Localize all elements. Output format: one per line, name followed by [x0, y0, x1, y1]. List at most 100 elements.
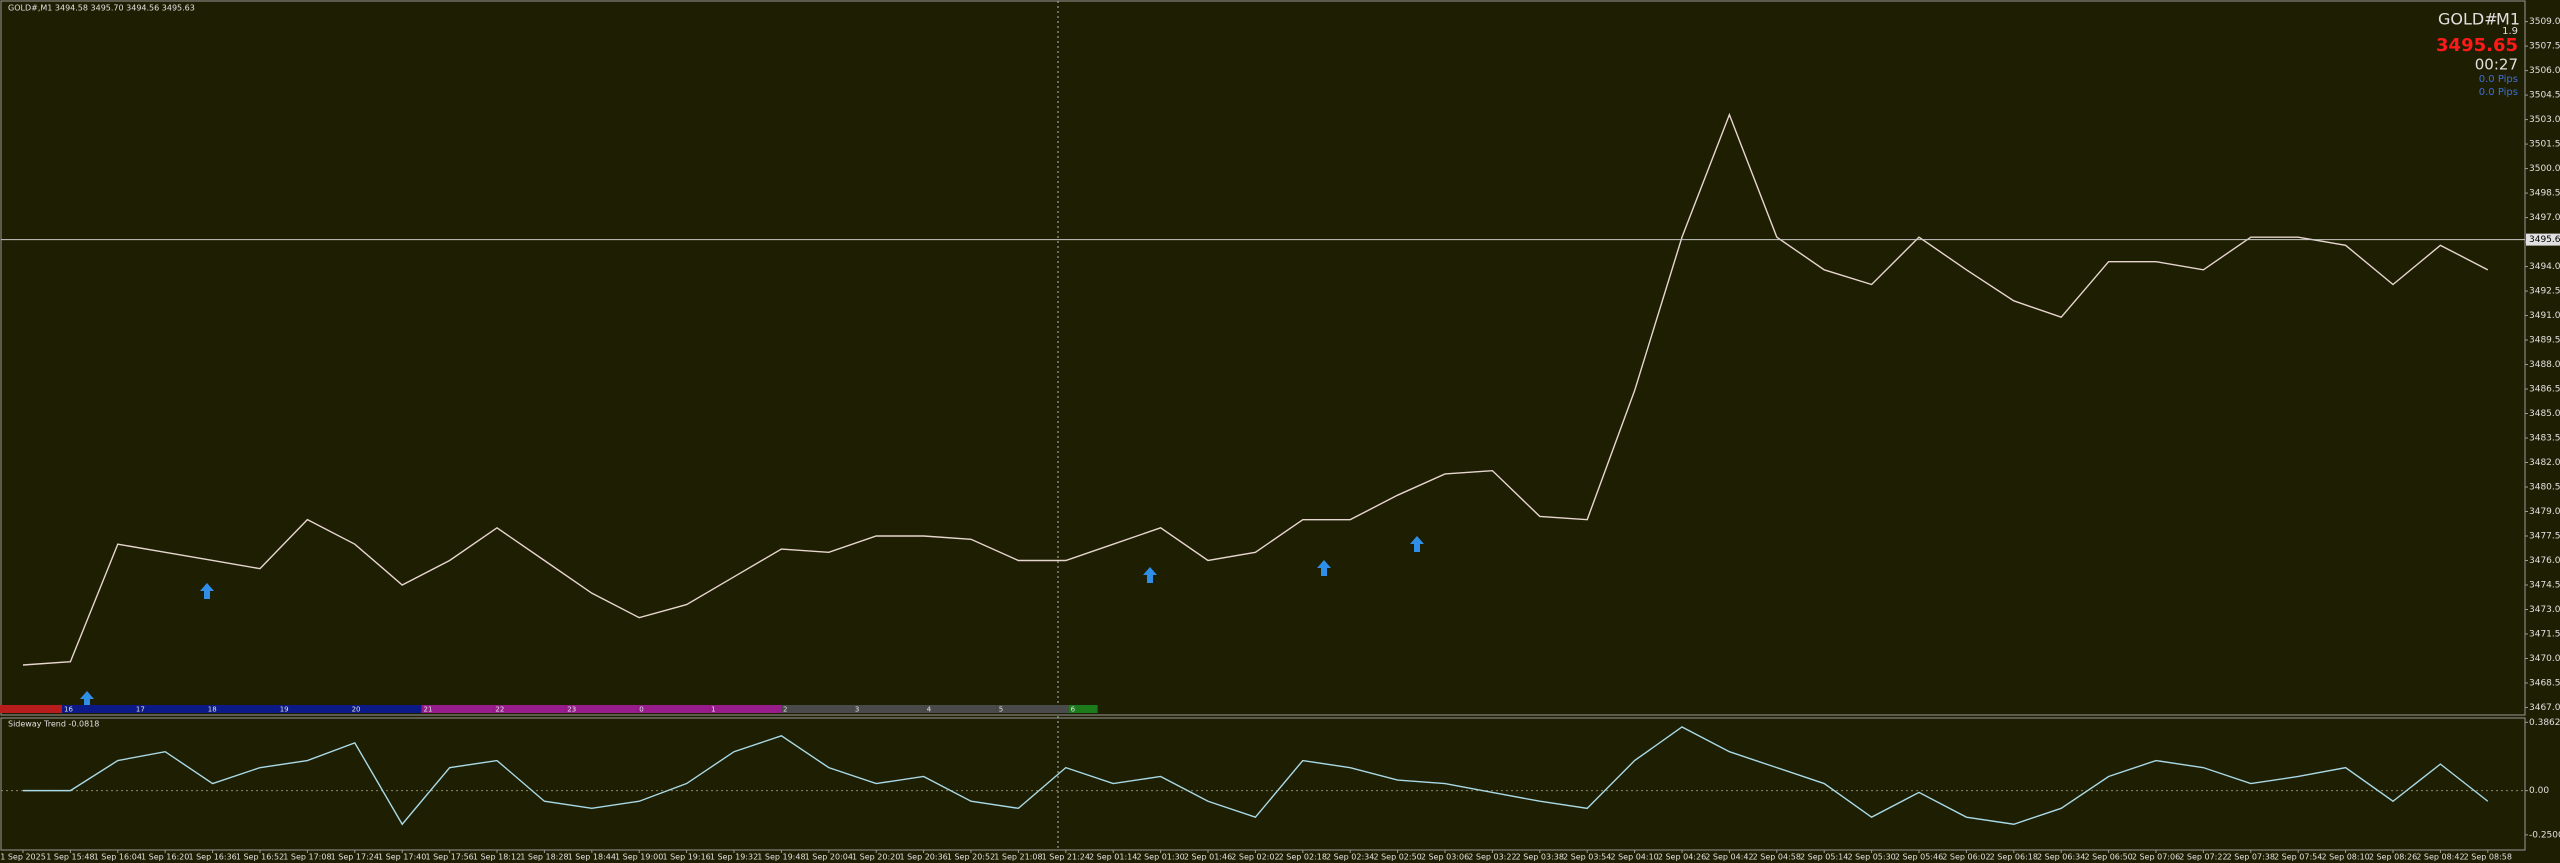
y-tick-label: 3476.00 — [2529, 556, 2560, 566]
y-tick-label: 3486.50 — [2529, 385, 2560, 395]
session-segment — [637, 705, 710, 713]
y-tick-label: 3482.00 — [2529, 458, 2560, 468]
main-pane-frame — [0, 0, 2526, 716]
x-tick-label: 1 Sep 21:24 — [1042, 853, 1090, 862]
x-tick-label: 2 Sep 01:46 — [1184, 853, 1232, 862]
y-tick-label: 3479.00 — [2529, 507, 2560, 517]
session-segment — [1068, 705, 1098, 713]
session-label: 6 — [1071, 706, 1076, 714]
y-tick-label: 0.3862 — [2529, 718, 2560, 728]
y-tick-label: 3507.50 — [2529, 42, 2560, 52]
x-tick-label: 2 Sep 01:14 — [1089, 853, 1137, 862]
x-tick-label: 2 Sep 01:30 — [1136, 853, 1184, 862]
y-tick-label: 3483.50 — [2529, 434, 2560, 444]
buy-arrow — [80, 691, 94, 707]
y-tick-label: 3509.00 — [2529, 17, 2560, 27]
session-label: 5 — [999, 706, 1003, 714]
session-segment — [565, 705, 638, 713]
session-segment — [852, 705, 925, 713]
x-tick-label: 2 Sep 07:54 — [2274, 853, 2322, 862]
session-label: 20 — [352, 706, 361, 714]
x-tick-label: 2 Sep 03:38 — [1516, 853, 1564, 862]
session-label: 1 — [711, 706, 715, 714]
buy-arrow — [1317, 560, 1331, 576]
y-tick-label: 3477.50 — [2529, 532, 2560, 542]
x-tick-label: 2 Sep 07:38 — [2227, 853, 2275, 862]
x-tick-label: 2 Sep 08:10 — [2321, 853, 2369, 862]
indicator-pane-frame — [0, 717, 2526, 851]
price-line — [23, 726, 2489, 826]
y-tick-label: 3474.50 — [2529, 580, 2560, 590]
x-tick-label: 1 Sep 17:08 — [283, 853, 331, 862]
session-label: 21 — [424, 706, 433, 714]
x-tick-label: 1 Sep 17:24 — [331, 853, 379, 862]
buy-arrow — [200, 583, 214, 599]
buy-arrow — [1410, 536, 1424, 552]
symbol: GOLD# — [2438, 10, 2498, 29]
session-label: 19 — [280, 706, 289, 714]
x-tick-label: 1 Sep 18:28 — [520, 853, 568, 862]
x-tick-label: 2 Sep 04:26 — [1658, 853, 1706, 862]
x-tick-label: 2 Sep 05:30 — [1847, 853, 1895, 862]
y-tick-label: 3471.50 — [2529, 629, 2560, 639]
x-tick-label: 2 Sep 05:14 — [1800, 853, 1848, 862]
x-tick-label: 2 Sep 03:06 — [1421, 853, 1469, 862]
y-tick-label: 3498.50 — [2529, 189, 2560, 199]
x-tick-label: 2 Sep 02:02 — [1231, 853, 1279, 862]
y-tick-label: 3503.00 — [2529, 115, 2560, 125]
x-tick-label: 1 Sep 21:08 — [994, 853, 1042, 862]
session-segment — [996, 705, 1069, 713]
x-tick-label: 1 Sep 16:52 — [236, 853, 284, 862]
y-tick-label: 3494.00 — [2529, 262, 2560, 272]
x-tick-label: 1 Sep 17:56 — [425, 853, 473, 862]
session-label: 18 — [208, 706, 217, 714]
y-tick-label: 3492.50 — [2529, 287, 2560, 297]
x-tick-label: 2 Sep 02:34 — [1326, 853, 1374, 862]
session-label: 0 — [639, 706, 643, 714]
session-segment — [709, 705, 781, 713]
x-tick-label: 2 Sep 02:18 — [1279, 853, 1327, 862]
x-tick-label: 1 Sep 2025 — [0, 853, 46, 862]
x-tick-label: 2 Sep 04:42 — [1705, 853, 1753, 862]
session-segment — [62, 705, 134, 713]
x-tick-label: 1 Sep 20:04 — [805, 853, 853, 862]
x-tick-label: 1 Sep 16:36 — [188, 853, 236, 862]
pips: 0.0 Pips — [2479, 87, 2518, 98]
x-tick-label: 1 Sep 18:44 — [568, 853, 616, 862]
session-segment — [133, 705, 206, 713]
x-tick-label: 2 Sep 04:58 — [1753, 853, 1801, 862]
session-segment — [277, 705, 350, 713]
x-tick-label: 2 Sep 05:46 — [1895, 853, 1943, 862]
session-label: 23 — [567, 706, 576, 714]
session-segment — [493, 705, 566, 713]
session-label: 2 — [783, 706, 787, 714]
buy-arrow — [1143, 567, 1157, 583]
x-tick-label: 1 Sep 19:48 — [757, 853, 805, 862]
x-tick-label: 1 Sep 20:52 — [947, 853, 995, 862]
y-tick-label: 3491.00 — [2529, 311, 2560, 321]
y-tick-label: 3489.50 — [2529, 336, 2560, 346]
timer: 00:27 — [2475, 56, 2518, 74]
x-tick-label: 2 Sep 04:10 — [1610, 853, 1658, 862]
y-tick-label: 3504.50 — [2529, 91, 2560, 101]
y-tick-label: 3467.00 — [2529, 703, 2560, 713]
current-price-box — [2526, 233, 2560, 246]
x-tick-label: 2 Sep 07:06 — [2132, 853, 2180, 862]
x-tick-label: 2 Sep 08:42 — [2416, 853, 2464, 862]
session-label: 4 — [927, 706, 932, 714]
y-tick-label: 3480.50 — [2529, 483, 2560, 493]
current-price-label: 3495.65 — [2529, 235, 2560, 245]
session-segment — [781, 705, 853, 713]
x-tick-label: 2 Sep 08:58 — [2464, 853, 2512, 862]
x-tick-label: 2 Sep 03:22 — [1468, 853, 1516, 862]
signal-arrows — [80, 536, 1424, 707]
x-tick-label: 1 Sep 18:12 — [473, 853, 521, 862]
x-tick-label: 1 Sep 15:48 — [46, 853, 94, 862]
x-tick-label: 1 Sep 16:04 — [94, 853, 142, 862]
session-label: 16 — [64, 706, 73, 714]
timeframe: M1 — [2496, 10, 2520, 29]
chart-title: GOLD#,M1 3494.58 3495.70 3494.56 3495.63 — [8, 4, 195, 13]
x-tick-label: 1 Sep 16:20 — [141, 853, 189, 862]
